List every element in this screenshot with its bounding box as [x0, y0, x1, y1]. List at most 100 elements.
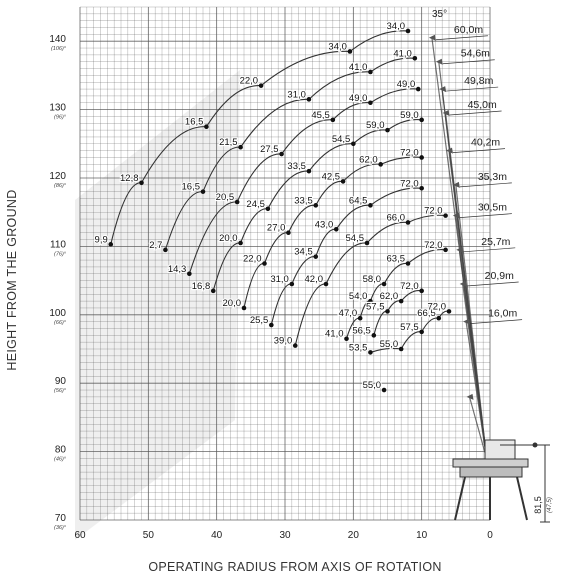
- load-value-label: 55,0: [380, 339, 399, 350]
- load-point: [419, 288, 424, 294]
- boom-length-label: 16,0m: [488, 308, 517, 320]
- y-tick-sub-label: (96)°: [54, 115, 67, 121]
- load-point: [238, 240, 243, 246]
- x-tick-label: 60: [74, 530, 86, 541]
- watermark-shape: [75, 70, 240, 540]
- load-point: [306, 168, 312, 174]
- x-tick-label: 40: [211, 530, 223, 541]
- load-value-label: 33,5: [287, 161, 306, 172]
- load-value-label: 20,0: [223, 298, 242, 309]
- y-tick-label: 100: [49, 308, 66, 319]
- load-value-label: 14,3: [168, 264, 187, 275]
- boom-tip: [456, 246, 464, 253]
- load-value-label: 49,0: [349, 93, 368, 104]
- y-tick-sub-label: (56)°: [54, 388, 67, 394]
- base-height-sub-label: (47,5): [547, 497, 553, 513]
- boom-length-label: 25,7m: [481, 236, 510, 248]
- load-point: [385, 309, 390, 314]
- load-point: [306, 97, 312, 102]
- load-curve: [373, 290, 422, 336]
- load-value-label: 42,0: [305, 274, 324, 285]
- load-value-label: 54,0: [349, 291, 368, 302]
- load-point: [200, 189, 206, 194]
- load-point: [368, 203, 373, 208]
- boom-line: [465, 321, 488, 459]
- load-value-label: 41,0: [349, 62, 368, 73]
- load-value-label: 54,5: [332, 134, 351, 145]
- load-value-label: 41,0: [325, 329, 344, 340]
- load-point: [139, 180, 144, 186]
- load-value-label: 63,5: [387, 254, 406, 265]
- boom-label-leader: [449, 110, 502, 116]
- load-value-label: 72,0: [428, 301, 447, 312]
- boom-tip: [446, 147, 453, 154]
- load-point: [241, 305, 247, 311]
- load-value-label: 31,0: [287, 89, 306, 100]
- x-axis-label: OPERATING RADIUS FROM AXIS OF ROTATION: [148, 560, 442, 574]
- load-point: [436, 315, 442, 321]
- boom-tip: [435, 58, 443, 65]
- load-point: [371, 333, 377, 338]
- load-point: [262, 261, 267, 266]
- boom-label-leader: [435, 35, 488, 41]
- load-point: [419, 117, 424, 123]
- y-tick-sub-label: (36)°: [54, 525, 67, 531]
- load-point: [364, 240, 370, 246]
- load-value-label: 56,5: [352, 325, 371, 336]
- load-point: [398, 346, 404, 352]
- boom-tip: [459, 281, 467, 288]
- x-tick-label: 30: [279, 530, 291, 541]
- load-point: [368, 350, 373, 355]
- boom-length-label: 45,0m: [468, 99, 497, 111]
- load-point: [163, 247, 168, 253]
- load-point: [415, 86, 421, 92]
- load-point: [443, 213, 448, 218]
- y-axis-ticks: 140(106)° 130(96)° 120(86)° 110(76)° 100(66)…: [49, 34, 66, 531]
- load-value-label: 9,9: [95, 234, 108, 245]
- boom-tip: [452, 181, 460, 188]
- load-point: [381, 281, 387, 287]
- boom-label-leader: [470, 319, 523, 324]
- load-point: [419, 185, 424, 191]
- load-point: [368, 100, 373, 106]
- boom-label-leader: [459, 182, 512, 188]
- load-value-label: 45,5: [311, 110, 330, 121]
- load-value-label: 22,0: [240, 76, 259, 87]
- load-curves: 9,9 12,8 16,5 22,0 34,0 34,0 2,7 16,5 21,5 31,0 41…: [93, 20, 452, 393]
- x-tick-label: 10: [416, 530, 428, 541]
- boom-tip: [442, 110, 450, 117]
- x-tick-label: 20: [348, 530, 360, 541]
- y-tick-sub-label: (76)°: [54, 251, 67, 257]
- load-value-label: 31,0: [270, 274, 289, 285]
- boom-label-leader: [459, 213, 512, 218]
- load-point: [289, 281, 295, 287]
- load-value-label: 33,5: [294, 195, 313, 206]
- boom-line: [455, 184, 488, 459]
- load-value-label: 16,5: [182, 182, 201, 193]
- load-point: [279, 151, 284, 157]
- load-value-label: 43,0: [315, 219, 334, 230]
- load-point: [313, 254, 319, 259]
- load-point: [187, 271, 192, 277]
- load-point: [265, 206, 271, 212]
- load-value-label: 49,0: [397, 79, 416, 90]
- load-point: [368, 69, 373, 75]
- load-value-label: 55,0: [363, 380, 382, 391]
- x-tick-label: 50: [143, 530, 155, 541]
- boom-length-label: 40,2m: [471, 137, 500, 149]
- load-point: [419, 155, 424, 160]
- load-point: [405, 28, 411, 34]
- load-value-label: 59,0: [400, 110, 419, 121]
- load-point: [443, 247, 448, 253]
- load-point: [210, 288, 216, 294]
- boom-lines: 60,0m 54,6m 49,8m 45,0m 40,2m 35,3m 30,5m 25,7m…: [428, 24, 523, 459]
- boom-label-leader: [452, 148, 506, 153]
- load-point: [368, 298, 373, 304]
- load-point: [344, 336, 349, 342]
- load-point: [378, 162, 383, 167]
- load-point: [234, 199, 240, 205]
- boom-tip: [428, 34, 436, 41]
- load-point: [357, 315, 363, 321]
- load-value-label: 66,0: [387, 212, 406, 223]
- load-point: [405, 220, 411, 225]
